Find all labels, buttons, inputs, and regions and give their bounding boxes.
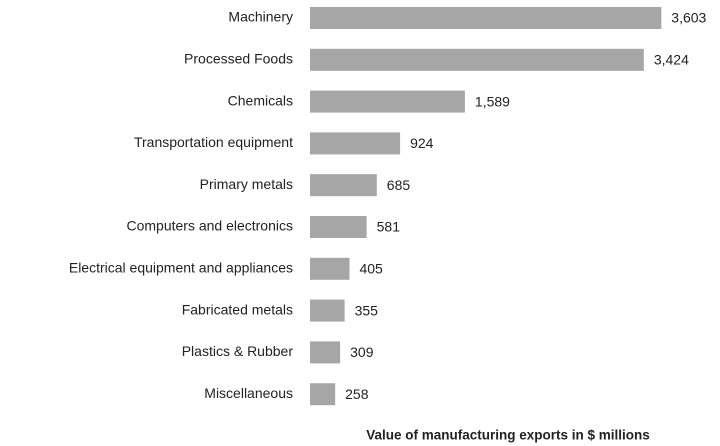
y-tick-label: Electrical equipment and appliances [69, 260, 293, 276]
y-tick-label: Computers and electronics [126, 218, 293, 234]
bar [310, 383, 336, 406]
y-tick-label: Fabricated metals [182, 301, 293, 317]
bar [310, 7, 662, 29]
y-tick-label: Transportation equipment [134, 134, 293, 150]
y-tick-label: Plastics & Rubber [182, 343, 294, 359]
bar [310, 341, 341, 364]
y-tick-label: Primary metals [200, 176, 293, 192]
value-label: 3,603 [671, 10, 706, 26]
y-tick-label: Miscellaneous [204, 385, 293, 401]
value-label: 3,424 [654, 52, 689, 68]
bar [310, 257, 350, 280]
x-axis-label: Value of manufacturing exports in $ mill… [366, 428, 650, 443]
bar [310, 216, 367, 238]
value-label: 1,589 [475, 93, 510, 109]
value-label: 355 [355, 302, 379, 318]
value-label: 405 [359, 261, 383, 277]
y-tick-label: Processed Foods [184, 51, 293, 67]
value-label: 309 [350, 344, 374, 360]
bar [310, 299, 345, 322]
bar [310, 48, 644, 71]
value-label: 581 [377, 219, 401, 235]
y-tick-label: Chemicals [228, 92, 293, 108]
bar [310, 174, 377, 197]
value-label: 258 [345, 386, 369, 402]
value-label: 924 [410, 135, 434, 151]
y-tick-label: Machinery [228, 9, 293, 25]
value-label: 685 [387, 177, 411, 193]
bar [310, 132, 401, 155]
bar [310, 90, 465, 113]
